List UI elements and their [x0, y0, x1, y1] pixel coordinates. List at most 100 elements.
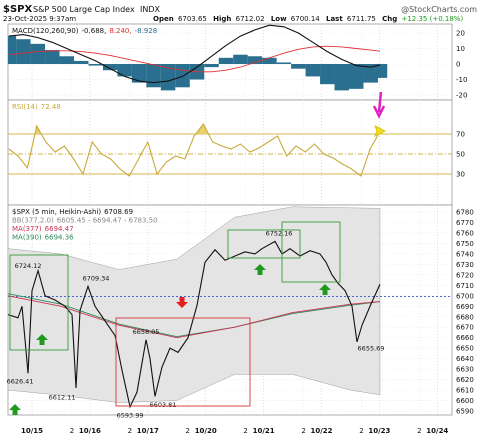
- price-annotation: 6658.05: [133, 328, 160, 336]
- down-arrow: [176, 297, 188, 308]
- plot-area: [8, 24, 452, 100]
- bollinger-band: [8, 206, 381, 403]
- y-tick-label: -20: [456, 92, 467, 100]
- histogram-bar: [59, 56, 75, 65]
- y-tick-label: 6590: [456, 408, 474, 416]
- symbol: $SPX: [3, 4, 32, 15]
- quote-label: High: [213, 15, 231, 23]
- legend-name: BB(377,2.0): [12, 217, 54, 225]
- x-tick-label: 10/24: [426, 427, 448, 435]
- legend-name: $SPX (5 min, Heikin-Ashi): [12, 208, 101, 216]
- legend-value: -8.928: [135, 27, 158, 35]
- price-annotation: 6626.41: [7, 377, 34, 385]
- x-tick-label: 10/15: [21, 427, 43, 435]
- y-tick-label: 6600: [456, 397, 474, 405]
- y-tick-label: 0: [456, 61, 460, 69]
- quote-label: Low: [271, 15, 287, 23]
- y-tick-label: 6780: [456, 209, 474, 217]
- legend-value: 72.48: [41, 103, 61, 111]
- legend-entry: MACD(120,260,90) -0.688, 8.240, -8.928: [12, 27, 157, 35]
- y-tick-label: 6690: [456, 303, 474, 311]
- histogram-bar: [320, 64, 335, 85]
- y-tick-label: 6640: [456, 355, 474, 363]
- price-annotation: 6603.81: [150, 401, 177, 409]
- price-annotation: 6724.12: [15, 262, 42, 270]
- x-tick-label: 10/16: [79, 427, 101, 435]
- histogram-bar: [30, 43, 46, 65]
- y-tick-label: 6630: [456, 366, 474, 374]
- green-box: [281, 221, 341, 283]
- y-tick-label: 6770: [456, 219, 474, 227]
- histogram-bar: [247, 56, 263, 65]
- series-line: [8, 240, 381, 409]
- y-tick-label: 30: [456, 171, 465, 179]
- y-tick-label: 6660: [456, 334, 474, 342]
- quote-label: Open: [153, 15, 174, 23]
- histogram-bar: [305, 64, 321, 77]
- y-tick-label: 6680: [456, 313, 474, 321]
- series-line: [8, 24, 381, 84]
- histogram-bar: [131, 64, 147, 83]
- legend-value: -0.688,: [82, 27, 107, 35]
- legend-name: MA(390): [12, 234, 42, 242]
- legend-value: 6605.45 - 6694.47 - 6783.50: [57, 217, 158, 225]
- histogram-bar: [291, 64, 306, 69]
- y-tick-label: 6720: [456, 271, 474, 279]
- histogram-bar: [146, 64, 161, 88]
- x-tick-label: 2: [359, 427, 363, 435]
- index-name: S&P 500 Large Cap Index: [33, 5, 135, 14]
- histogram-bar: [262, 57, 277, 65]
- histogram-bar: [334, 64, 350, 91]
- legend-name: RSI(14): [12, 103, 38, 111]
- legend-value: 8.240,: [109, 27, 131, 35]
- red-box: [115, 317, 251, 407]
- x-tick-label: 2: [243, 427, 247, 435]
- price-annotation: 6655.69: [358, 345, 385, 353]
- source: @StockCharts.com: [401, 5, 477, 14]
- x-tick-label: 10/20: [195, 427, 217, 435]
- histogram-bar: [218, 57, 234, 65]
- quote-value: 6703.65: [178, 15, 207, 23]
- magenta-arrow: [372, 91, 386, 119]
- y-tick-label: 6730: [456, 261, 474, 269]
- y-tick-label: 6710: [456, 282, 474, 290]
- quote-label: Chg: [382, 15, 397, 23]
- y-tick-label: 10: [456, 45, 465, 53]
- exchange: INDX: [140, 5, 161, 14]
- x-tick-label: 10/21: [253, 427, 275, 435]
- y-tick-label: 6760: [456, 229, 474, 237]
- y-tick-label: 20: [456, 29, 465, 37]
- y-tick-label: 70: [456, 131, 465, 139]
- y-tick-label: 6700: [456, 292, 474, 300]
- price-annotation: 6612.11: [49, 393, 76, 401]
- series-line: [8, 295, 381, 339]
- histogram-bar: [8, 36, 17, 65]
- legend-value: 6694.47: [45, 225, 74, 233]
- y-tick-label: 6750: [456, 240, 474, 248]
- x-tick-label: 2: [128, 427, 132, 435]
- y-tick-label: 6620: [456, 376, 474, 384]
- histogram-bar: [74, 60, 89, 65]
- price-annotation: 6709.34: [83, 275, 110, 283]
- x-tick-label: 2: [301, 427, 305, 435]
- x-tick-label: 2: [417, 427, 421, 435]
- legend-entry: MA(390) 6694.36: [12, 234, 74, 242]
- legend-value: 6694.36: [45, 234, 74, 242]
- histogram-bar: [160, 64, 176, 91]
- legend-entry: BB(377,2.0) 6605.45 - 6694.47 - 6783.50: [12, 217, 158, 225]
- x-tick-label: 10/17: [137, 427, 159, 435]
- histogram-bar: [349, 64, 364, 89]
- series-line: [8, 122, 381, 177]
- legend-name: MACD(120,260,90): [12, 27, 79, 35]
- x-tick-label: 10/23: [368, 427, 390, 435]
- legend-entry: $SPX (5 min, Heikin-Ashi) 6708.69: [12, 208, 133, 216]
- y-tick-label: 50: [456, 151, 465, 159]
- price-annotation: 6593.99: [117, 411, 144, 419]
- histogram-bar: [117, 64, 132, 77]
- legend-value: 6708.69: [104, 208, 133, 216]
- legend-name: MA(377): [12, 225, 42, 233]
- up-arrow: [254, 264, 266, 275]
- x-tick-label: 10/22: [310, 427, 332, 435]
